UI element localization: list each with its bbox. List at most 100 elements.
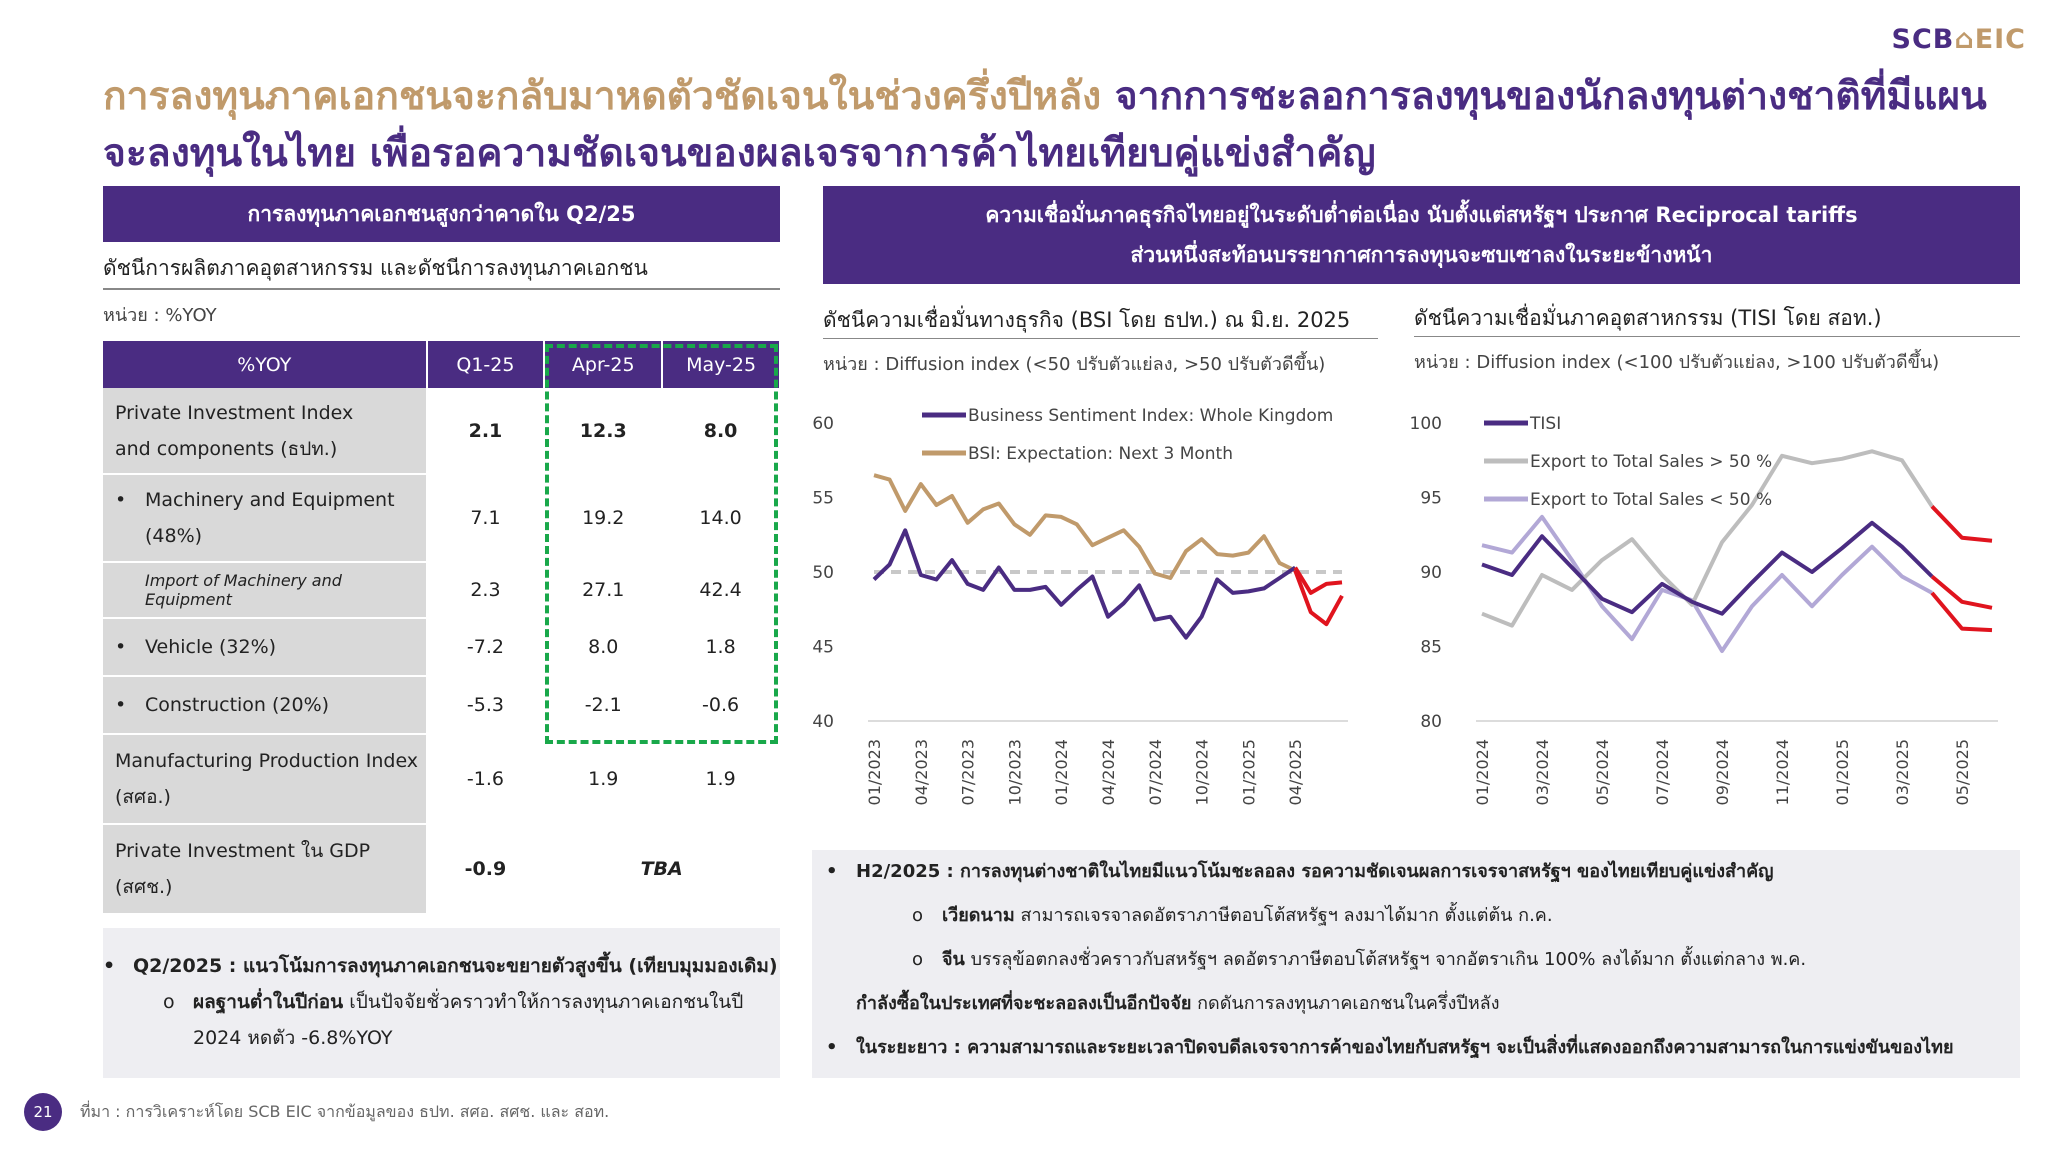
right-note-bullet2-text: ในระยะยาว : ความสามารถและระยะเวลาปิดจบดี… <box>856 1037 1954 1058</box>
x-tick-label: 05/2025 <box>1953 739 1972 805</box>
right-note-sub1-bold: เวียดนาม <box>942 905 1015 926</box>
x-tick-label: 01/2023 <box>865 739 884 805</box>
cell-apr: 27.1 <box>544 562 664 619</box>
legend-label: TISI <box>1529 414 1561 434</box>
table-row: Import of Machinery and Equipment 2.3 27… <box>103 562 780 619</box>
series-line <box>1481 520 1934 616</box>
forecast-line <box>1293 569 1344 627</box>
logo-scb: SCB <box>1891 24 1955 55</box>
right-note-line3-text: กดดันการลงทุนภาคเอกชนในครึ่งปีหลัง <box>1191 993 1500 1014</box>
left-note-sub-text: เป็นปัจจัยชั่วคราวทำให้การลงทุนภาคเอกชนใ… <box>343 991 744 1013</box>
series-line <box>1481 449 1934 628</box>
x-tick-label: 09/2024 <box>1713 739 1732 805</box>
x-tick-label: 04/2023 <box>912 739 931 805</box>
left-section-header: การลงทุนภาคเอกชนสูงกว่าคาดใน Q2/25 <box>103 186 780 242</box>
forecast-line <box>1930 505 1993 543</box>
chart2-unit: หน่วย : Diffusion index (<100 ปรับตัวแย่… <box>1414 352 1940 373</box>
tisi-chart: 80 85 90 95 100 01/2024 03/2024 05/2024 07/2024 0… <box>1410 414 1998 805</box>
y-tick-label: 45 <box>812 638 834 658</box>
cell-q1: 7.1 <box>426 474 546 563</box>
left-divider <box>103 288 780 290</box>
right-section-header: ความเชื่อมั่นภาคธุรกิจไทยอยู่ในระดับต่ำต… <box>823 186 2020 284</box>
y-tick-label: 100 <box>1410 414 1442 434</box>
row-label: Private Investment ใน GDP (สศช.) <box>103 824 428 915</box>
table-header-row: %YOY Q1-25 Apr-25 May-25 <box>103 341 779 388</box>
chart2-title: ดัชนีความเชื่อมั่นภาคอุตสาหกรรม (TISI โด… <box>1414 306 1882 330</box>
x-tick-label: 05/2024 <box>1593 739 1612 805</box>
table-row: • Construction (20%) -5.3 -2.1 -0.6 <box>103 676 780 735</box>
logo-eic: EIC <box>1974 24 2026 55</box>
page-title-line-1: การลงทุนภาคเอกชนจะกลับมาหดตัวชัดเจนในช่ว… <box>103 68 1987 126</box>
x-tick-label: 10/2023 <box>1005 739 1024 805</box>
right-note-sub1: o เวียดนาม สามารถเจรจาลดอัตราภาษีตอบโต้สห… <box>912 905 1553 926</box>
row-label-line1: Machinery and Equipment <box>145 489 395 511</box>
y-tick-label: 55 <box>812 489 834 509</box>
chart1-divider <box>823 338 1378 339</box>
col-header-q1: Q1-25 <box>426 341 546 388</box>
x-tick-label: 01/2025 <box>1833 739 1852 805</box>
y-tick-label: 40 <box>812 712 834 732</box>
right-note-bullet2: • ในระยะยาว : ความสามารถและระยะเวลาปิดจบด… <box>826 1037 1954 1058</box>
row-label: Import of Machinery and Equipment <box>103 562 428 619</box>
cell-may: -0.6 <box>662 676 780 735</box>
x-tick-label: 04/2025 <box>1286 739 1305 805</box>
x-tick-label: 03/2024 <box>1533 739 1552 805</box>
forecast-line <box>1930 574 1993 610</box>
left-note-panel: • Q2/2025 : แนวโน้มการลงทุนภาคเอกชนจะขยาย… <box>103 928 780 1078</box>
cell-may: 8.0 <box>662 388 780 475</box>
row-label-line2: (สศช.) <box>115 876 173 898</box>
x-tick-label: 03/2025 <box>1893 739 1912 805</box>
row-label: • Vehicle (32%) <box>103 618 428 677</box>
table-row: • Vehicle (32%) -7.2 8.0 1.8 <box>103 618 780 677</box>
left-unit: หน่วย : %YOY <box>103 305 217 326</box>
right-note-sub1-text: สามารถเจรจาลดอัตราภาษีตอบโต้สหรัฐฯ ลงมาไ… <box>1014 905 1553 926</box>
title-gold-part: การลงทุนภาคเอกชนจะกลับมาหดตัวชัดเจนในช่ว… <box>103 74 1102 119</box>
row-label-line1: Manufacturing Production Index <box>115 750 419 772</box>
legend-label: Export to Total Sales < 50 % <box>1530 490 1772 510</box>
x-tick-label: 07/2023 <box>959 739 978 805</box>
x-tick-label: 04/2024 <box>1099 739 1118 805</box>
source-note: ที่มา : การวิเคราะห์โดย SCB EIC จากข้อมู… <box>80 1102 610 1121</box>
cell-q1: -1.6 <box>426 734 546 825</box>
x-tick-label: 01/2024 <box>1052 739 1071 805</box>
row-label: • Machinery and Equipment (48%) <box>103 474 428 563</box>
chart2-divider <box>1414 336 2020 337</box>
legend-label: Export to Total Sales > 50 % <box>1530 452 1772 472</box>
cell-apr: 19.2 <box>544 474 664 563</box>
table-row: Private Investment ใน GDP (สศช.) -0.9 TBA <box>103 824 780 915</box>
forecast-line <box>1930 591 1993 633</box>
x-tick-label: 11/2024 <box>1773 739 1792 805</box>
page-number: 21 <box>24 1093 62 1131</box>
table-row: • Machinery and Equipment (48%) 7.1 19.2 1… <box>103 474 780 563</box>
row-label: Manufacturing Production Index (สศอ.) <box>103 734 428 825</box>
table-row: Private Investment Index and components (… <box>103 388 780 475</box>
chart1-unit: หน่วย : Diffusion index (<50 ปรับตัวแย่ล… <box>823 354 1326 375</box>
row-label-line2: (สศอ.) <box>115 786 171 808</box>
y-tick-label: 60 <box>812 414 834 434</box>
left-subheader: ดัชนีการผลิตภาคอุตสาหกรรม และดัชนีการลงท… <box>103 256 648 280</box>
row-label-line1: Import of Machinery and Equipment <box>145 571 342 609</box>
page-title-line-2: จะลงทุนในไทย เพื่อรอความชัดเจนของผลเจรจา… <box>103 131 1376 176</box>
cell-q1: -0.9 <box>426 824 546 915</box>
right-note-bullet1: • H2/2025 : การลงทุนต่างชาติในไทยมีแนวโน้… <box>826 861 1774 882</box>
scb-eic-logo: SCB⌂EIC <box>1892 24 2026 55</box>
cell-may: 1.9 <box>662 734 780 825</box>
right-note-line3-bold: กำลังซื้อในประเทศที่จะชะลอลงเป็นอีกปัจจั… <box>856 993 1192 1014</box>
left-note-bullet: • Q2/2025 : แนวโน้มการลงทุนภาคเอกชนจะขยาย… <box>103 955 778 977</box>
x-tick-label: 07/2024 <box>1653 739 1672 805</box>
cell-may: 14.0 <box>662 474 780 563</box>
cell-q1: -5.3 <box>426 676 546 735</box>
cell-may: 42.4 <box>662 562 780 619</box>
row-label-line2: and components (ธปท.) <box>115 437 338 460</box>
cell-q1: -7.2 <box>426 618 546 677</box>
series-line <box>1481 514 1933 653</box>
col-header-yoy: %YOY <box>103 341 428 388</box>
row-label-line1: Construction (20%) <box>145 694 330 716</box>
cell-q1: 2.3 <box>426 562 546 619</box>
cell-tba: TBA <box>544 824 780 915</box>
left-note-sub-bold: ผลฐานต่ำในปีก่อน <box>193 991 344 1013</box>
row-label-line1: Private Investment ใน GDP <box>115 840 371 862</box>
series-line <box>873 473 1297 580</box>
col-header-may: May-25 <box>662 341 779 388</box>
chart1-title: ดัชนีความเชื่อมั่นทางธุรกิจ (BSI โดย ธปท… <box>823 308 1351 332</box>
